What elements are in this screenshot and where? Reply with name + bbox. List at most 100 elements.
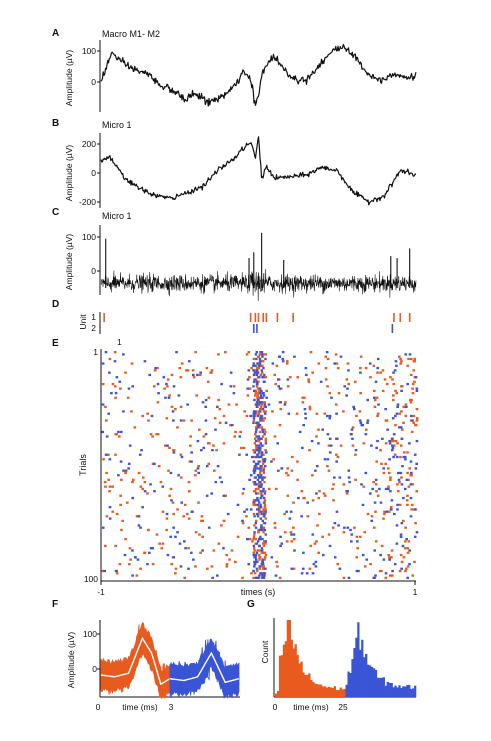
raster-tick-u1: [332, 483, 335, 485]
raster-tick-u1: [323, 492, 326, 494]
panel-d: D Unit 1 2: [52, 299, 410, 334]
raster-burst-u2: [253, 515, 255, 517]
raster-tick-u1: [114, 397, 117, 399]
raster-tick-u1: [375, 490, 378, 492]
raster-tick-u2: [192, 374, 195, 376]
raster-tick-u2: [300, 515, 303, 517]
unit-1-isi-bin: [291, 640, 293, 697]
raster-tick-u1: [410, 358, 413, 360]
raster-burst-u2: [255, 440, 257, 442]
raster-tick-u1: [327, 358, 330, 360]
raster-tick-u2: [330, 397, 333, 399]
raster-tick-u1: [192, 369, 195, 371]
raster-tick-u2: [402, 497, 405, 499]
raster-tick-u2: [377, 403, 380, 405]
raster-tick-u1: [290, 540, 293, 542]
raster-tick-u1: [413, 415, 416, 417]
raster-tick-u2: [351, 438, 354, 440]
raster-burst-u1: [254, 433, 256, 435]
raster-tick-u1: [308, 381, 311, 383]
raster-burst-u2: [258, 424, 260, 426]
panel-b-trace: [101, 137, 416, 205]
raster-tick-u2: [401, 483, 404, 485]
raster-burst-u2: [255, 561, 257, 563]
raster-burst-u2: [261, 547, 263, 549]
raster-burst-u2: [256, 543, 258, 545]
raster-tick-u1: [120, 479, 123, 481]
unit-1-isi-bin: [314, 684, 316, 697]
raster-tick-u1: [242, 492, 245, 494]
raster-tick-u2: [265, 451, 268, 453]
raster-tick-u1: [226, 563, 229, 565]
raster-tick-u2: [394, 563, 397, 565]
panel-e-ytick-bottom: 100: [84, 574, 98, 584]
unit-2-isi-bin: [371, 667, 373, 697]
unit-1-isi-bin: [312, 682, 314, 697]
raster-tick-u2: [335, 413, 338, 415]
raster-burst-u2: [262, 490, 264, 492]
raster-burst-u2: [258, 476, 260, 478]
raster-tick-u2: [172, 410, 175, 412]
unit-1-isi-bin: [336, 690, 338, 697]
raster-tick-u2: [415, 467, 418, 469]
raster-tick-u2: [396, 406, 399, 408]
raster-tick-u1: [396, 442, 399, 444]
raster-tick-u1: [166, 417, 169, 419]
raster-tick-u1: [384, 463, 387, 465]
raster-tick-u1: [416, 417, 419, 419]
raster-tick-u1: [112, 383, 115, 385]
raster-burst-u1: [256, 570, 258, 572]
raster-burst-u2: [259, 470, 261, 472]
raster-burst-u2: [258, 447, 260, 449]
raster-tick-u2: [392, 372, 395, 374]
raster-tick-u1: [121, 520, 124, 522]
raster-tick-u1: [315, 435, 318, 437]
raster-tick-u1: [347, 362, 350, 364]
raster-tick-u1: [399, 570, 402, 572]
raster-tick-u1: [413, 561, 416, 563]
panel-c-tick-100: 100: [82, 232, 96, 242]
raster-tick-u1: [104, 486, 107, 488]
raster-tick-u1: [172, 501, 175, 503]
raster-burst-u2: [257, 540, 259, 542]
raster-tick-u1: [160, 481, 163, 483]
raster-tick-u2: [276, 442, 279, 444]
raster-tick-u1: [142, 476, 145, 478]
raster-tick-u2: [400, 568, 403, 570]
raster-tick-u2: [401, 438, 404, 440]
raster-tick-u1: [141, 415, 144, 417]
raster-burst-u2: [261, 558, 263, 560]
raster-tick-u1: [382, 390, 385, 392]
raster-tick-u1: [316, 524, 319, 526]
raster-tick-u2: [408, 549, 411, 551]
raster-tick-u2: [165, 383, 168, 385]
raster-tick-u2: [326, 351, 329, 353]
raster-burst-u2: [265, 511, 267, 513]
unit-1-isi-bin: [330, 687, 332, 697]
raster-tick-u2: [391, 444, 394, 446]
raster-tick-u1: [174, 408, 177, 410]
raster-tick-u1: [187, 547, 190, 549]
raster-tick-u1: [302, 401, 305, 403]
raster-tick-u1: [391, 549, 394, 551]
raster-tick-u2: [172, 556, 175, 558]
raster-burst-u2: [257, 426, 259, 428]
raster-tick-u1: [399, 358, 402, 360]
raster-burst-u2: [260, 511, 262, 513]
raster-burst-u2: [258, 460, 260, 462]
raster-tick-u1: [317, 552, 320, 554]
unit-2-isi-bin: [402, 686, 404, 697]
raster-tick-u2: [211, 449, 214, 451]
raster-burst-u2: [257, 515, 259, 517]
raster-tick-u2: [118, 381, 121, 383]
raster-tick-u1: [343, 483, 346, 485]
raster-tick-u2: [217, 465, 220, 467]
raster-tick-u2: [290, 533, 293, 535]
raster-tick-u1: [380, 463, 383, 465]
raster-tick-u1: [183, 577, 186, 579]
raster-tick-u2: [138, 524, 141, 526]
raster-tick-u1: [291, 456, 294, 458]
raster-tick-u1: [410, 401, 413, 403]
raster-tick-u2: [109, 506, 112, 508]
panel-b-ylabel: Amplitude (µV): [64, 145, 74, 202]
